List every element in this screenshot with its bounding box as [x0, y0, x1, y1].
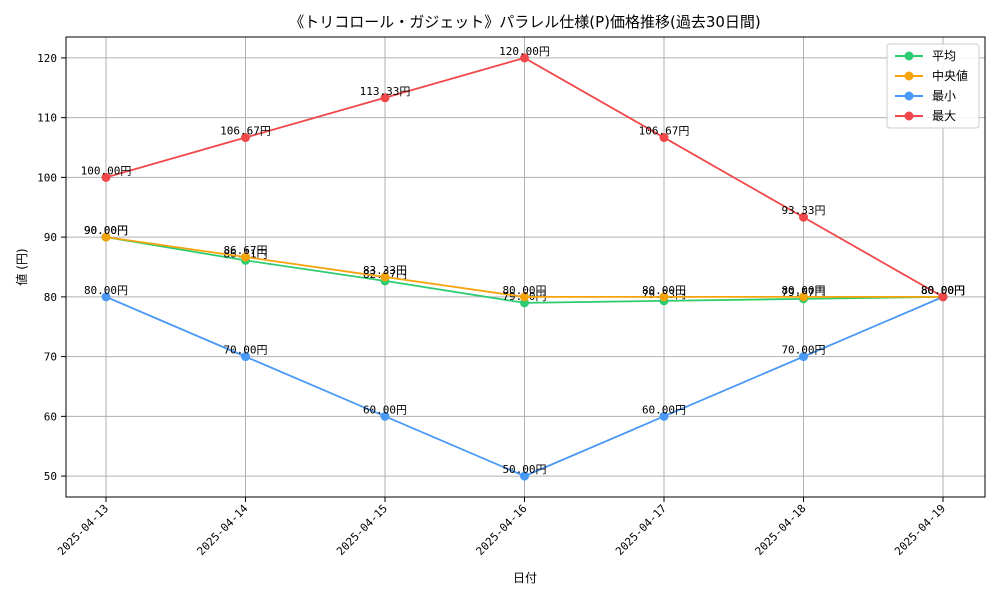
data-label: 79.67円 [781, 286, 825, 299]
y-tick-label: 90 [44, 231, 57, 244]
x-tick-label: 2025-04-17 [613, 502, 669, 558]
data-point [799, 212, 808, 222]
data-label: 90.00円 [84, 224, 128, 237]
data-label: 106.67円 [639, 125, 690, 138]
data-point [241, 252, 250, 262]
data-label: 80.00円 [921, 284, 965, 297]
data-label: 70.00円 [781, 344, 825, 357]
data-label: 90.00円 [84, 224, 128, 237]
y-axis-label: 値 (円) [14, 248, 29, 285]
data-point [520, 53, 529, 63]
data-point [659, 292, 669, 302]
y-axis: 50 60 70 80 90 100 110 120 [37, 52, 66, 483]
data-point [380, 93, 390, 103]
legend-swatch-marker [904, 71, 914, 81]
legend-box [886, 43, 980, 129]
data-label: 113.33円 [360, 85, 411, 98]
series-2: 80.00円 70.00円 60.00円 50.00円 60.00円 70.00円 80.0… [84, 284, 965, 481]
series-3: 100.00円 106.67円 113.33円 120.00円 106.67円 93.33… [81, 45, 965, 302]
data-point [380, 411, 390, 421]
y-tick-label: 70 [44, 351, 57, 364]
data-point [380, 272, 390, 282]
data-label: 106.67円 [220, 125, 271, 138]
x-tick-label: 2025-04-19 [892, 502, 948, 558]
legend-swatch-marker [904, 51, 914, 61]
y-tick-label: 100 [37, 171, 57, 184]
grid [66, 37, 985, 497]
data-label: 80.00円 [781, 284, 825, 297]
data-point [938, 292, 948, 302]
data-label: 120.00円 [499, 45, 550, 58]
data-label: 80.00円 [84, 284, 128, 297]
x-tick-label: 2025-04-16 [474, 502, 530, 558]
legend-label: 最大 [932, 109, 956, 123]
x-tick-label: 2025-04-15 [334, 502, 390, 558]
legend-label: 平均 [932, 49, 956, 63]
chart-title: 《トリコロール・ガジェット》パラレル仕様(P)価格推移(過去30日間) [289, 13, 761, 31]
series-group: 90.00円86.11円82.67円79.00円79.33円79.67円80.0… [81, 45, 965, 481]
data-label: 83.33円 [363, 264, 407, 277]
data-label: 80.00円 [921, 284, 965, 297]
x-axis-label: 日付 [513, 571, 537, 585]
y-tick-label: 110 [37, 112, 57, 125]
data-label: 80.00円 [502, 284, 546, 297]
x-tick-label: 2025-04-13 [55, 502, 111, 558]
data-point [799, 292, 808, 302]
data-point [520, 292, 529, 302]
y-tick-label: 80 [44, 291, 57, 304]
plot-frame [65, 36, 986, 498]
legend-label: 中央値 [932, 68, 968, 83]
series-1: 90.00円 86.67円 83.33円 80.00円 80.00円 80.00円 80.0… [84, 224, 965, 302]
y-tick-label: 50 [44, 470, 57, 483]
data-point [659, 133, 669, 143]
data-label: 80.00円 [921, 284, 965, 297]
data-label: 60.00円 [363, 403, 407, 416]
data-label: 80.00円 [921, 284, 965, 297]
x-tick-label: 2025-04-18 [753, 502, 809, 558]
data-label: 100.00円 [81, 164, 132, 177]
data-label: 80.00円 [642, 284, 686, 297]
data-point [101, 292, 111, 302]
legend-label: 最小 [932, 89, 956, 103]
y-tick-label: 60 [44, 410, 57, 423]
data-label: 50.00円 [502, 463, 546, 476]
legend-swatch-marker [904, 111, 914, 121]
data-point [520, 471, 529, 481]
data-point [101, 172, 111, 182]
data-label: 93.33円 [781, 204, 825, 217]
y-tick-label: 120 [37, 52, 57, 65]
data-point [101, 232, 111, 242]
data-point [799, 352, 808, 362]
data-label: 86.67円 [223, 244, 267, 257]
data-label: 70.00円 [223, 344, 267, 357]
data-point [241, 133, 250, 143]
data-point [659, 411, 669, 421]
data-label: 60.00円 [642, 403, 686, 416]
x-axis: 2025-04-13 2025-04-14 2025-04-15 2025-04-16… [55, 497, 948, 558]
data-point [241, 352, 250, 362]
x-tick-label: 2025-04-14 [195, 502, 251, 558]
legend-swatch-marker [904, 91, 914, 101]
